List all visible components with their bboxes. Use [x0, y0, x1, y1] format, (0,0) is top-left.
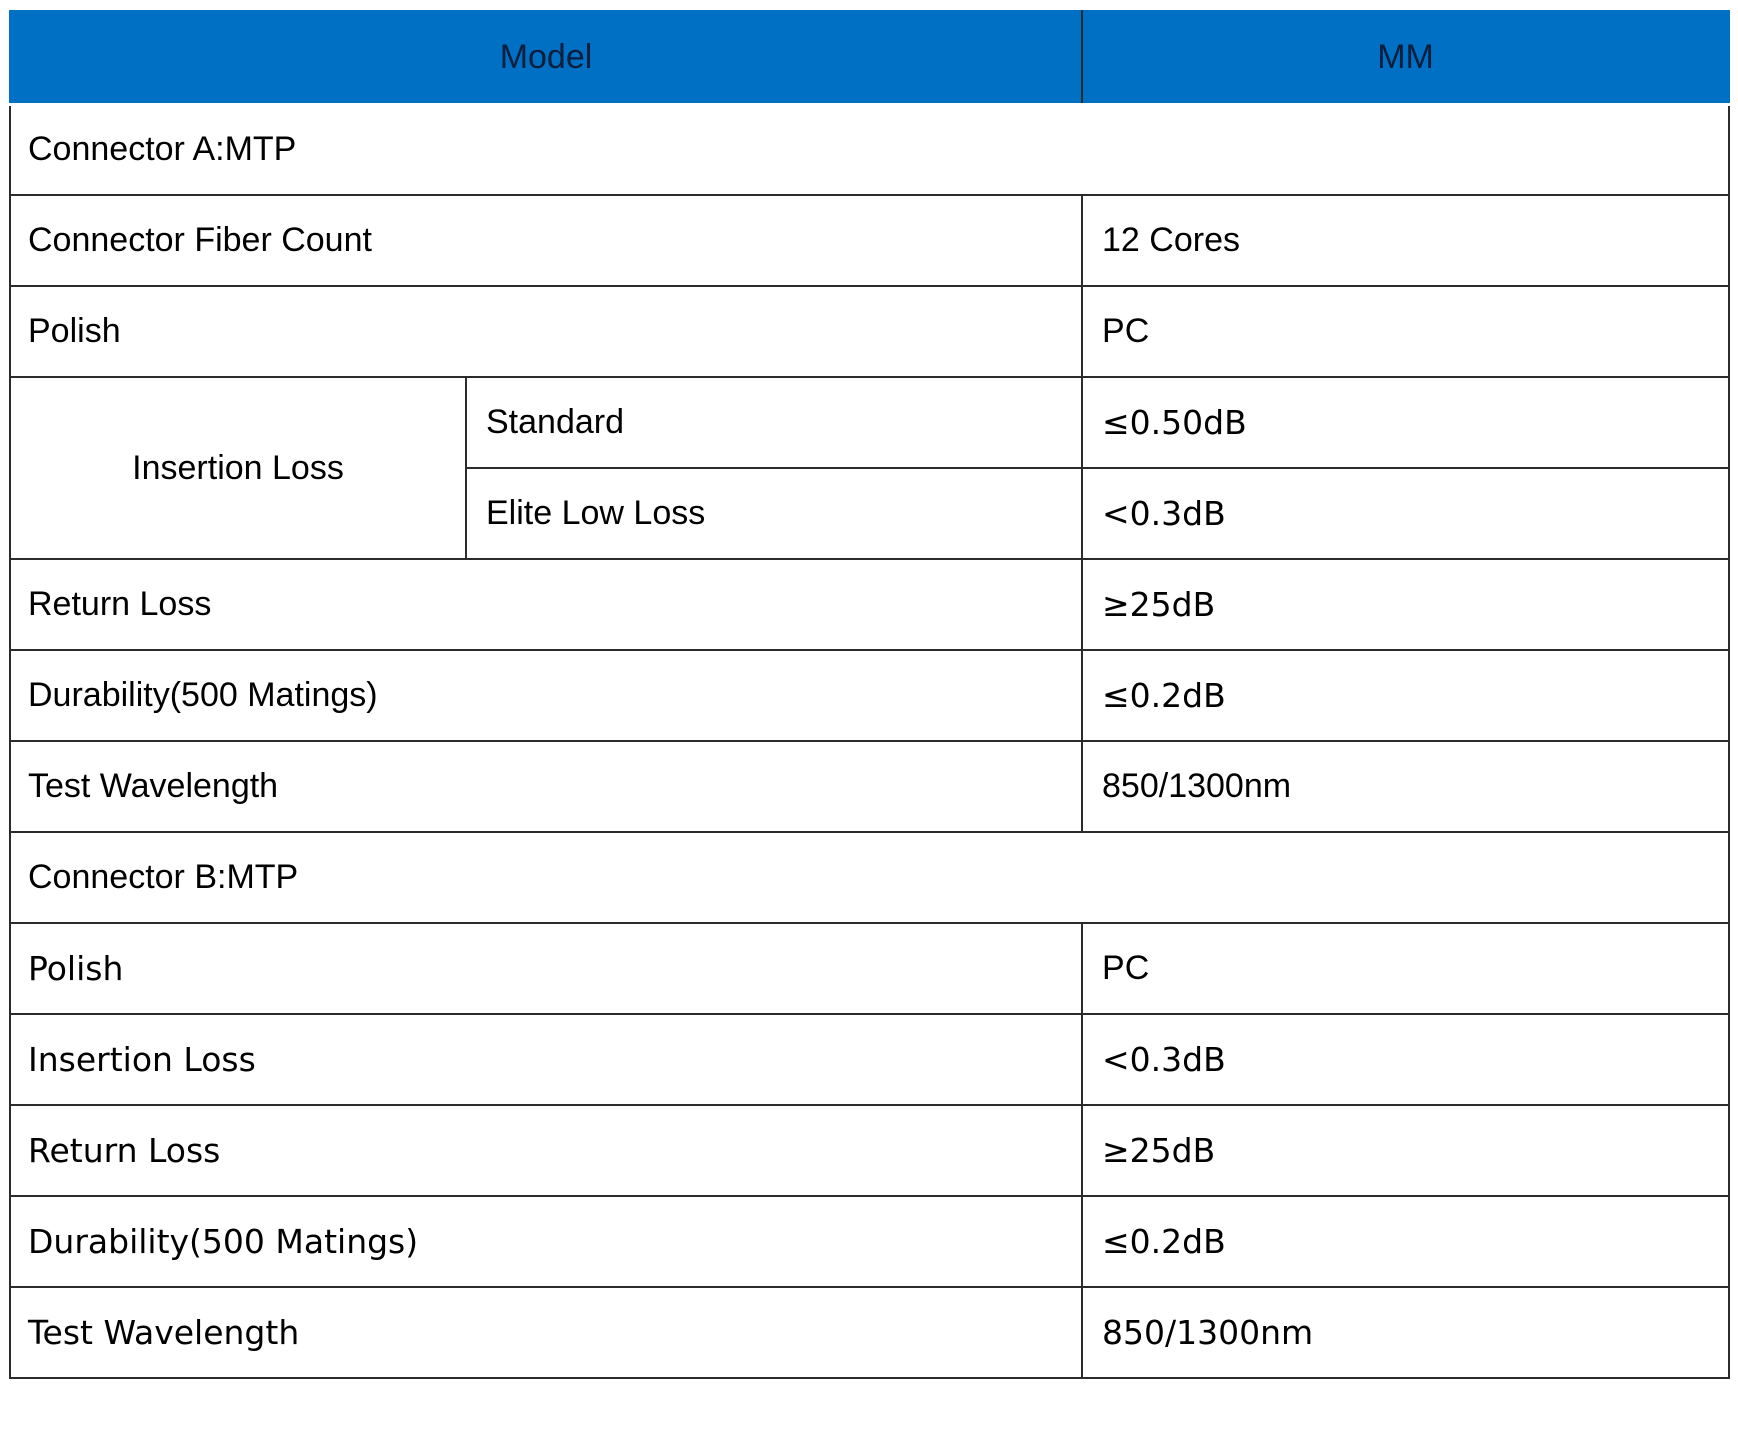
- row-value-durability-a: ≤0.2dB: [1081, 649, 1731, 742]
- row-value-test-wavelength-a: 850/1300nm: [1081, 740, 1731, 833]
- row-value-return-loss-a: ≥25dB: [1081, 558, 1731, 651]
- row-value-test-wavelength-b: 850/1300nm: [1081, 1286, 1731, 1379]
- row-value-standard: ≤0.50dB: [1081, 376, 1731, 469]
- row-value-return-loss-b: ≥25dB: [1081, 1104, 1731, 1197]
- table-row: Durability(500 Matings) ≤0.2dB: [8, 1195, 1731, 1288]
- row-label-durability-a: Durability(500 Matings): [8, 649, 1084, 742]
- row-sublabel-elite: Elite Low Loss: [464, 467, 1084, 560]
- row-value-durability-b: ≤0.2dB: [1081, 1195, 1731, 1288]
- row-label-return-loss-b: Return Loss: [8, 1104, 1084, 1197]
- table-row: Durability(500 Matings) ≤0.2dB: [8, 649, 1731, 742]
- table-row: Return Loss ≥25dB: [8, 1104, 1731, 1197]
- table-row: Insertion Loss <0.3dB: [8, 1013, 1731, 1106]
- row-value-insertion-loss-b: <0.3dB: [1081, 1013, 1731, 1106]
- row-value-fiber-count: 12 Cores: [1081, 194, 1731, 287]
- row-value-elite: <0.3dB: [1081, 467, 1731, 560]
- header-mm: MM: [1081, 10, 1731, 105]
- section-label-connector-a: Connector A:MTP: [8, 103, 1731, 196]
- header-row: Model MM: [8, 10, 1731, 105]
- row-sublabel-standard: Standard: [464, 376, 1084, 469]
- row-value-polish-a: PC: [1081, 285, 1731, 378]
- row-label-insertion-loss-a: Insertion Loss: [9, 376, 467, 560]
- table-row: Polish PC: [8, 285, 1731, 378]
- row-label-durability-b: Durability(500 Matings): [8, 1195, 1084, 1288]
- section-row-connector-b: Connector B:MTP: [8, 831, 1731, 924]
- table-row: Elite Low Loss <0.3dB: [10, 467, 1731, 560]
- section-row-connector-a: Connector A:MTP: [8, 103, 1731, 196]
- row-label-test-wavelength-a: Test Wavelength: [8, 740, 1084, 833]
- table-row: Insertion Loss Standard ≤0.50dB: [9, 376, 1731, 560]
- row-label-polish-b: Polish: [8, 922, 1084, 1015]
- table-row: Test Wavelength 850/1300nm: [8, 740, 1731, 833]
- spec-table: Model MM Connector A:MTP Connector Fiber…: [8, 10, 1731, 1379]
- section-label-connector-b: Connector B:MTP: [8, 831, 1731, 924]
- header-model: Model: [8, 10, 1084, 105]
- row-label-polish-a: Polish: [8, 285, 1084, 378]
- row-label-test-wavelength-b: Test Wavelength: [8, 1286, 1084, 1379]
- row-label-insertion-loss-b: Insertion Loss: [8, 1013, 1084, 1106]
- row-label-fiber-count: Connector Fiber Count: [8, 194, 1084, 287]
- table-row: Return Loss ≥25dB: [8, 558, 1731, 651]
- row-value-polish-b: PC: [1081, 922, 1731, 1015]
- table-row: Test Wavelength 850/1300nm: [8, 1286, 1731, 1379]
- table-row: Connector Fiber Count 12 Cores: [8, 194, 1731, 287]
- table-row: Polish PC: [8, 922, 1731, 1015]
- row-label-return-loss-a: Return Loss: [8, 558, 1084, 651]
